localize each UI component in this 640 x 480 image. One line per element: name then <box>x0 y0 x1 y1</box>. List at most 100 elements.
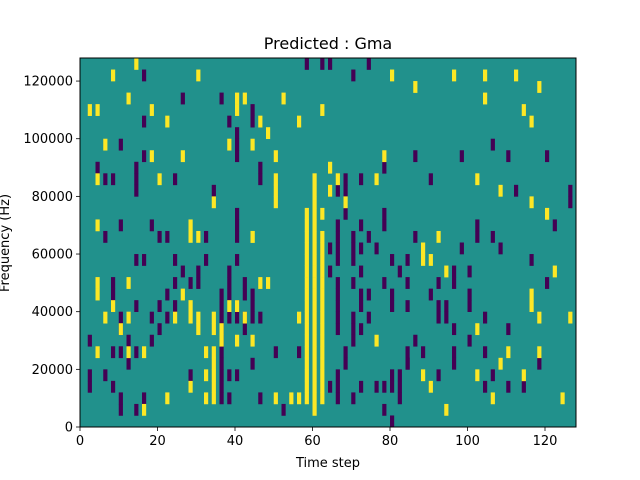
heatmap-cell-low <box>227 369 232 382</box>
heatmap-cell-low <box>118 392 123 405</box>
heatmap-cell-low <box>250 300 255 312</box>
heatmap-cell-low <box>343 173 348 186</box>
heatmap-cell-low <box>452 346 457 359</box>
heatmap-cell-high <box>421 254 426 266</box>
heatmap-cell-low <box>142 150 147 163</box>
heatmap-cell-low <box>211 184 216 197</box>
heatmap-cell-high <box>188 380 193 393</box>
heatmap-cell-low <box>219 357 224 370</box>
x-tick-label: 0 <box>76 434 84 449</box>
heatmap-cell-high <box>506 346 511 359</box>
heatmap-cell-low <box>397 380 402 393</box>
heatmap-cell-low <box>118 403 123 416</box>
heatmap-cell-low <box>165 230 170 243</box>
heatmap-cell-low <box>103 173 108 186</box>
heatmap-cell-high <box>312 277 317 289</box>
y-tick-label: 20000 <box>32 363 73 378</box>
heatmap-cell-low <box>320 58 325 70</box>
heatmap-cell-low <box>227 288 232 301</box>
heatmap-cell-high <box>444 265 449 278</box>
heatmap-cell-high <box>312 334 317 347</box>
heatmap-cell-high <box>165 392 170 405</box>
heatmap-cell-high <box>428 380 433 393</box>
heatmap-cell-high <box>211 346 216 359</box>
heatmap-cell-low <box>227 115 232 128</box>
heatmap-cell-high <box>374 173 379 186</box>
heatmap-cell-low <box>390 415 395 428</box>
heatmap-cell-low <box>382 403 387 416</box>
heatmap-cell-high <box>219 323 224 336</box>
heatmap-cell-high <box>204 392 209 405</box>
heatmap-cell-low <box>351 69 356 82</box>
heatmap-cell-low <box>328 380 333 393</box>
plot-area <box>79 57 577 428</box>
heatmap-cell-high <box>529 115 534 128</box>
heatmap-cell-low <box>149 311 154 324</box>
heatmap-cell-high <box>134 58 139 70</box>
heatmap-cell-high <box>328 184 333 197</box>
heatmap-cell-low <box>134 346 139 359</box>
heatmap-cell-low <box>258 173 263 186</box>
heatmap-cell-low <box>149 219 154 232</box>
heatmap-cell-high <box>196 323 201 336</box>
heatmap-cell-high <box>304 242 309 255</box>
x-tick-label: 100 <box>455 434 480 449</box>
heatmap-cell-low <box>219 300 224 312</box>
heatmap-cell-high <box>95 277 100 289</box>
heatmap-cell-low <box>390 254 395 266</box>
heatmap-cell-high <box>475 173 480 186</box>
heatmap-cell-high <box>211 380 216 393</box>
heatmap-cell-high <box>413 81 418 93</box>
heatmap-cell-low <box>452 277 457 289</box>
heatmap-cell-high <box>320 369 325 382</box>
heatmap-cell-high <box>204 369 209 382</box>
heatmap-cell-low <box>235 254 240 266</box>
heatmap-cell-high <box>560 392 565 405</box>
heatmap-cell-high <box>297 392 302 405</box>
heatmap-cell-low <box>134 173 139 186</box>
heatmap-cell-low <box>188 277 193 289</box>
heatmap-cell-high <box>304 380 309 393</box>
heatmap-cell-low <box>374 242 379 255</box>
heatmap-cell-high <box>552 265 557 278</box>
heatmap-cell-low <box>227 277 232 289</box>
heatmap-cell-low <box>397 265 402 278</box>
heatmap-cell-high <box>312 230 317 243</box>
heatmap-cell-low <box>157 300 162 312</box>
heatmap-cell-low <box>111 277 116 289</box>
heatmap-cell-low <box>359 300 364 312</box>
heatmap-cell-high <box>258 277 263 289</box>
heatmap-cell-high <box>304 300 309 312</box>
heatmap-cell-low <box>134 300 139 312</box>
heatmap-cell-high <box>312 288 317 301</box>
heatmap-cell-low <box>235 369 240 382</box>
heatmap-cell-high <box>312 219 317 232</box>
heatmap-cell-low <box>351 277 356 289</box>
heatmap-cell-low <box>490 230 495 243</box>
heatmap-cell-low <box>219 92 224 105</box>
heatmap-cell-high <box>374 334 379 347</box>
heatmap-cell-high <box>235 300 240 312</box>
heatmap-cell-high <box>188 230 193 243</box>
heatmap-cell-low <box>328 58 333 70</box>
heatmap-cell-low <box>436 300 441 312</box>
heatmap-cell-high <box>250 334 255 347</box>
heatmap-cell-low <box>118 311 123 324</box>
heatmap-cell-low <box>103 369 108 382</box>
heatmap-cell-low <box>149 334 154 347</box>
heatmap-cell-low <box>382 277 387 289</box>
heatmap-cell-low <box>250 311 255 324</box>
heatmap-cell-high <box>188 219 193 232</box>
heatmap-cell-high <box>87 104 92 116</box>
heatmap-cell-high <box>312 207 317 220</box>
heatmap-cell-high <box>250 230 255 243</box>
heatmap-cell-high <box>312 323 317 336</box>
heatmap-cell-low <box>390 288 395 301</box>
heatmap-cell-high <box>320 207 325 220</box>
heatmap-cell-low <box>351 230 356 243</box>
heatmap-cell-high <box>281 92 286 105</box>
heatmap-cell-low <box>428 288 433 301</box>
heatmap-cell-high <box>312 173 317 186</box>
heatmap-cell-low <box>87 369 92 382</box>
